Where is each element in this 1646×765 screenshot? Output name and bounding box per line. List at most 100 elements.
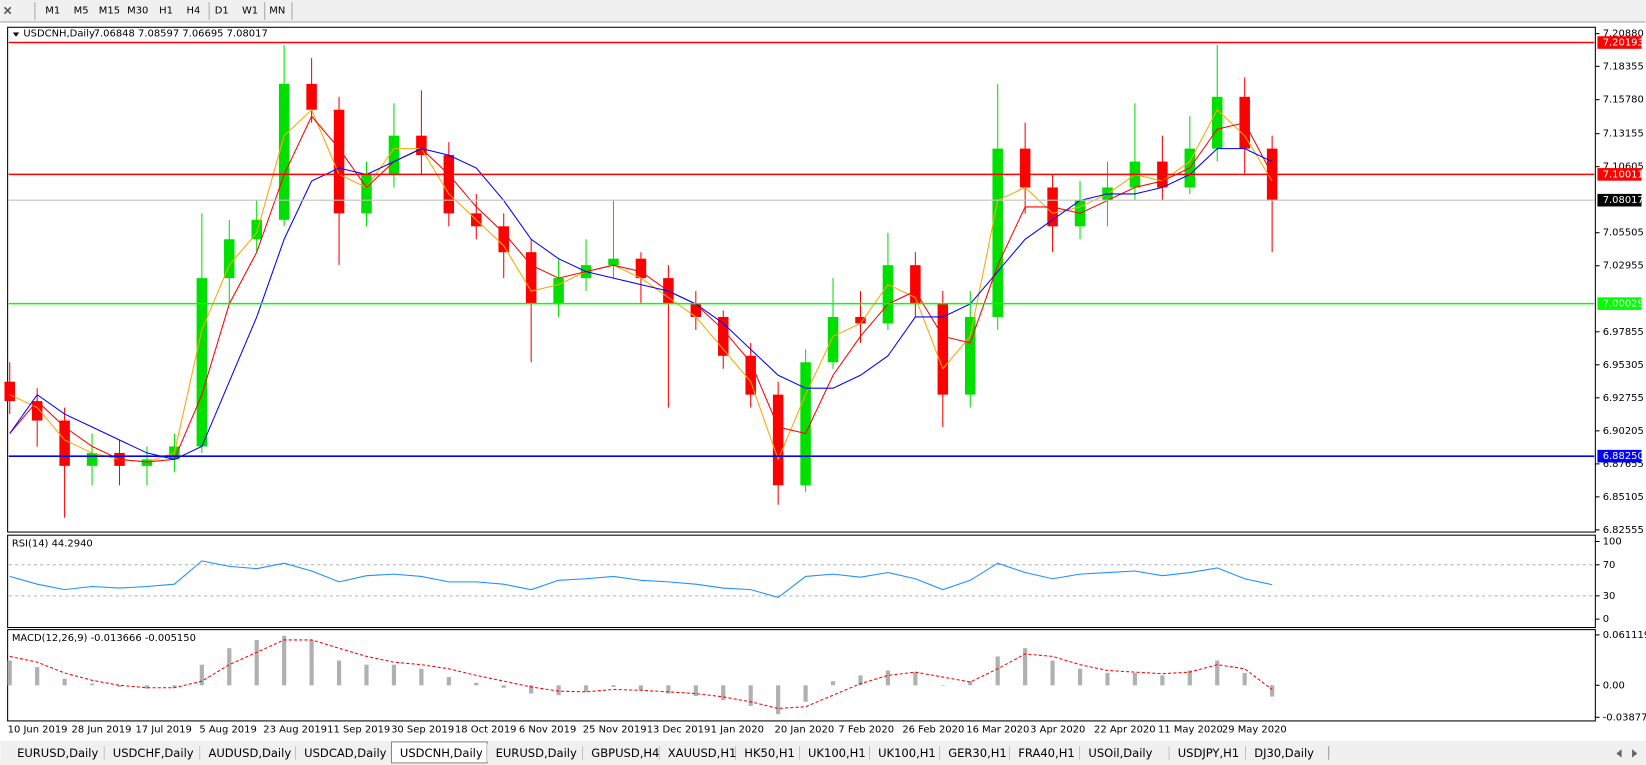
timeframe-button[interactable]: MN — [269, 5, 285, 16]
timeframe-button[interactable]: H4 — [186, 5, 200, 16]
candle-body — [1019, 148, 1031, 188]
tab-label[interactable]: XAUUSD,H1 — [668, 746, 737, 760]
macd-bar — [501, 685, 506, 688]
tab-label[interactable]: GER30,H1 — [948, 746, 1007, 760]
macd-bar — [638, 685, 644, 691]
candle-body — [1212, 96, 1223, 149]
x-tick-label: 17 Jul 2019 — [135, 724, 191, 735]
tab-label[interactable]: AUDUSD,Daily — [208, 746, 291, 760]
x-tick-label: 11 May 2020 — [1158, 724, 1223, 735]
ohlc-values: 7.06848 7.08597 7.06695 7.08017 — [94, 29, 268, 40]
y-tick-label: 7.18355 — [1603, 61, 1644, 72]
tab-label[interactable]: FRA40,H1 — [1018, 746, 1074, 760]
tab-label[interactable]: UK100,H1 — [878, 746, 936, 760]
chart-title: USDCNH,Daily — [23, 29, 95, 40]
price-label-box — [1597, 168, 1642, 181]
tab[interactable] — [1245, 744, 1329, 762]
price-label-box — [1597, 193, 1642, 207]
price-label: 7.20193 — [1603, 38, 1644, 49]
candle-body — [525, 252, 537, 305]
candle-body — [278, 83, 290, 220]
candle-body — [718, 316, 729, 356]
tab[interactable] — [799, 744, 870, 762]
tab-label[interactable]: USDCAD,Daily — [304, 746, 386, 760]
candle-body — [333, 109, 345, 214]
tab[interactable] — [1009, 744, 1080, 762]
macd-bar — [1132, 672, 1138, 686]
macd-bar — [172, 685, 177, 688]
macd-tick-label: -0.038777 — [1603, 712, 1646, 723]
tab[interactable] — [1169, 744, 1246, 762]
tab-label[interactable]: UK100,H1 — [808, 746, 866, 760]
timeframe-button[interactable]: M15 — [99, 5, 120, 16]
x-tick-label: 26 Feb 2020 — [902, 724, 964, 735]
x-tick-label: 30 Sep 2019 — [391, 724, 454, 735]
candle-body — [608, 258, 619, 266]
tab-label[interactable]: HK50,H1 — [744, 746, 795, 760]
tab[interactable] — [104, 744, 201, 762]
tab-label[interactable]: USOil,Daily — [1088, 746, 1152, 760]
macd-bar — [199, 664, 204, 686]
macd-bar — [254, 639, 259, 686]
macd-bar — [1270, 685, 1275, 697]
macd-bar — [693, 685, 698, 697]
tab[interactable] — [487, 744, 583, 762]
rsi-line — [9, 560, 1273, 598]
tab-label[interactable]: USDCHF,Daily — [113, 746, 194, 760]
tab[interactable] — [200, 744, 296, 762]
candle-body — [965, 316, 976, 395]
macd-bar — [446, 677, 451, 686]
macd-bar — [1023, 648, 1028, 686]
tab-label[interactable]: EURUSD,Daily — [496, 746, 577, 760]
tab[interactable] — [735, 744, 800, 762]
x-tick-label: 16 Mar 2020 — [966, 724, 1029, 735]
macd-signal — [9, 639, 1273, 709]
timeframe-button[interactable]: W1 — [242, 5, 258, 16]
tab[interactable] — [582, 744, 660, 762]
macd-bar — [364, 664, 369, 686]
tab[interactable] — [869, 744, 940, 762]
timeframe-button[interactable]: D1 — [215, 5, 229, 16]
x-tick-label: 22 Apr 2020 — [1094, 724, 1156, 735]
tab[interactable] — [659, 744, 736, 762]
timeframe-button[interactable]: M30 — [127, 5, 148, 16]
macd-bar — [529, 685, 534, 694]
x-tick-label: 20 Jan 2020 — [775, 724, 835, 735]
macd-bar — [419, 668, 424, 686]
tab-label[interactable]: DJ30,Daily — [1254, 746, 1314, 760]
timeframe-button[interactable]: H1 — [159, 5, 173, 16]
x-tick-label: 18 Oct 2019 — [455, 724, 517, 735]
rsi-tick-label: 100 — [1603, 536, 1622, 547]
candle-body — [86, 452, 98, 466]
candle-body — [937, 304, 949, 395]
macd-bar — [748, 685, 753, 706]
candle-body — [498, 226, 509, 253]
tab[interactable] — [8, 744, 105, 762]
macd-bar — [89, 683, 95, 686]
tab-label[interactable]: USDCNH,Daily — [400, 746, 483, 760]
x-tick-label: 1 Jan 2020 — [711, 724, 764, 735]
candle-body — [800, 362, 811, 486]
macd-bar — [1160, 675, 1165, 686]
tab-scroll-left[interactable] — [1616, 749, 1622, 758]
candle-body — [745, 355, 756, 395]
x-tick-label: 7 Feb 2020 — [838, 724, 894, 735]
candle-body — [4, 381, 15, 402]
y-tick-label: 6.97855 — [1603, 327, 1644, 338]
tab[interactable] — [1079, 744, 1170, 762]
tab[interactable] — [939, 744, 1010, 762]
tab-label[interactable]: EURUSD,Daily — [17, 746, 98, 760]
rsi-tick-label: 30 — [1603, 591, 1616, 602]
tab-label[interactable]: GBPUSD,H4 — [591, 746, 659, 760]
tab-label[interactable]: USDJPY,H1 — [1178, 746, 1239, 760]
macd-bar — [35, 667, 40, 686]
timeframe-button[interactable]: M5 — [74, 5, 89, 16]
tab[interactable] — [295, 744, 392, 762]
x-tick-label: 28 Jun 2019 — [72, 724, 132, 735]
tab-scroll-right[interactable] — [1632, 749, 1638, 758]
candle-body — [31, 401, 43, 421]
macd-bar — [144, 685, 150, 689]
macd-bar — [940, 685, 945, 686]
timeframe-button[interactable]: M1 — [45, 5, 60, 16]
